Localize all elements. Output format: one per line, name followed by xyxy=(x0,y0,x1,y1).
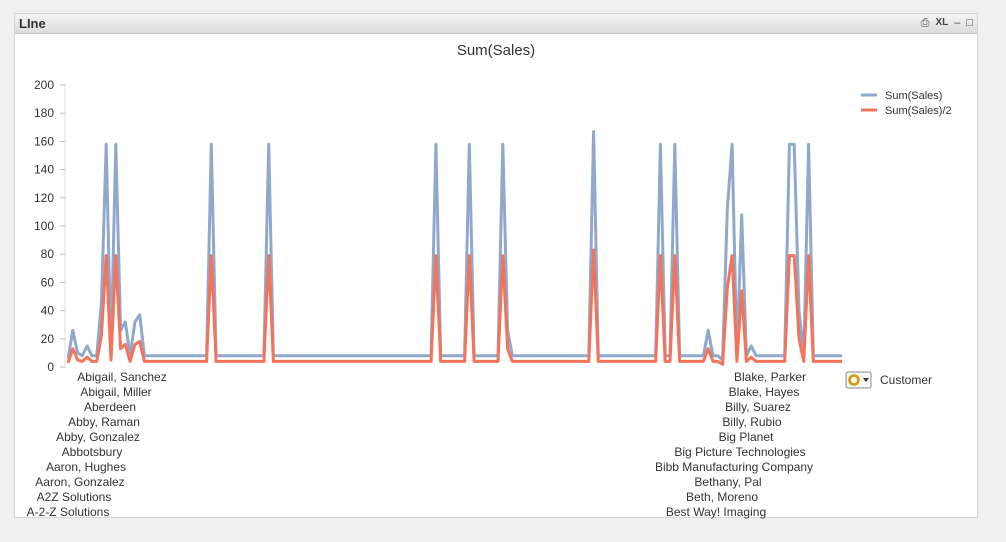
y-tick-label: 200 xyxy=(34,78,54,92)
x-tick-label: Blake, Parker xyxy=(734,370,806,384)
dimension-selector[interactable]: Customer xyxy=(845,371,932,389)
y-tick-label: 180 xyxy=(34,106,54,120)
y-tick-label: 0 xyxy=(47,360,54,374)
excel-export-icon[interactable]: XL xyxy=(935,17,949,28)
x-tick-label: Abigail, Sanchez xyxy=(77,370,166,384)
chevron-down-icon xyxy=(863,378,869,382)
x-tick-label: Abby, Gonzalez xyxy=(56,430,140,444)
y-tick-label: 140 xyxy=(34,163,54,177)
y-tick-label: 40 xyxy=(41,304,55,318)
x-tick-label: Billy, Suarez xyxy=(725,400,791,414)
window-title: LIne xyxy=(19,16,46,31)
x-tick-label: Big Picture Technologies xyxy=(674,445,805,459)
minimize-icon[interactable]: – xyxy=(954,17,961,29)
x-tick-label: Billy, Rubio xyxy=(722,415,781,429)
x-tick-label: Aberdeen xyxy=(84,400,136,414)
x-tick-label: Aaron, Gonzalez xyxy=(35,475,124,489)
legend-label-1: Sum(Sales) xyxy=(885,90,942,102)
chart-title: Sum(Sales) xyxy=(457,42,535,59)
x-tick-label: Blake, Hayes xyxy=(729,385,800,399)
cycle-icon xyxy=(848,374,860,386)
dimension-label: Customer xyxy=(880,373,932,387)
legend: Sum(Sales) Sum(Sales)/2 xyxy=(861,90,952,117)
y-tick-label: 160 xyxy=(34,134,54,148)
y-axis-ticks: 0 20 40 60 80 100 120 140 160 180 200 xyxy=(34,78,65,374)
y-tick-label: 120 xyxy=(34,191,54,205)
x-tick-label: Aaron, Hughes xyxy=(46,460,126,474)
chart-window: LIne ⎙ XL – □ xyxy=(14,13,978,518)
x-tick-label: A2Z Solutions xyxy=(37,490,112,504)
x-tick-label: Bibb Manufacturing Company xyxy=(655,460,813,474)
series-line-1 xyxy=(66,130,842,362)
y-tick-label: 100 xyxy=(34,219,54,233)
x-tick-label: Abby, Raman xyxy=(68,415,140,429)
x-tick-label: Best Way! Imaging xyxy=(666,505,766,519)
window-titlebar: LIne ⎙ XL – □ xyxy=(15,14,977,34)
x-tick-label: Big Planet xyxy=(719,430,774,444)
x-tick-label: Abbotsbury xyxy=(62,445,123,459)
series-line-2 xyxy=(66,248,842,366)
series-layer xyxy=(66,130,842,366)
x-tick-label: Abigail, Miller xyxy=(80,385,151,399)
x-tick-label: Bethany, Pal xyxy=(694,475,761,489)
y-tick-label: 80 xyxy=(41,247,55,261)
print-icon[interactable]: ⎙ xyxy=(920,17,930,29)
x-tick-label: A-2-Z Solutions xyxy=(27,505,110,519)
y-tick-label: 20 xyxy=(41,332,55,346)
y-tick-label: 60 xyxy=(41,275,55,289)
x-tick-label: Beth, Moreno xyxy=(686,490,758,504)
maximize-icon[interactable]: □ xyxy=(966,17,973,29)
window-controls: ⎙ XL – □ xyxy=(921,16,973,30)
legend-label-2: Sum(Sales)/2 xyxy=(885,105,952,117)
